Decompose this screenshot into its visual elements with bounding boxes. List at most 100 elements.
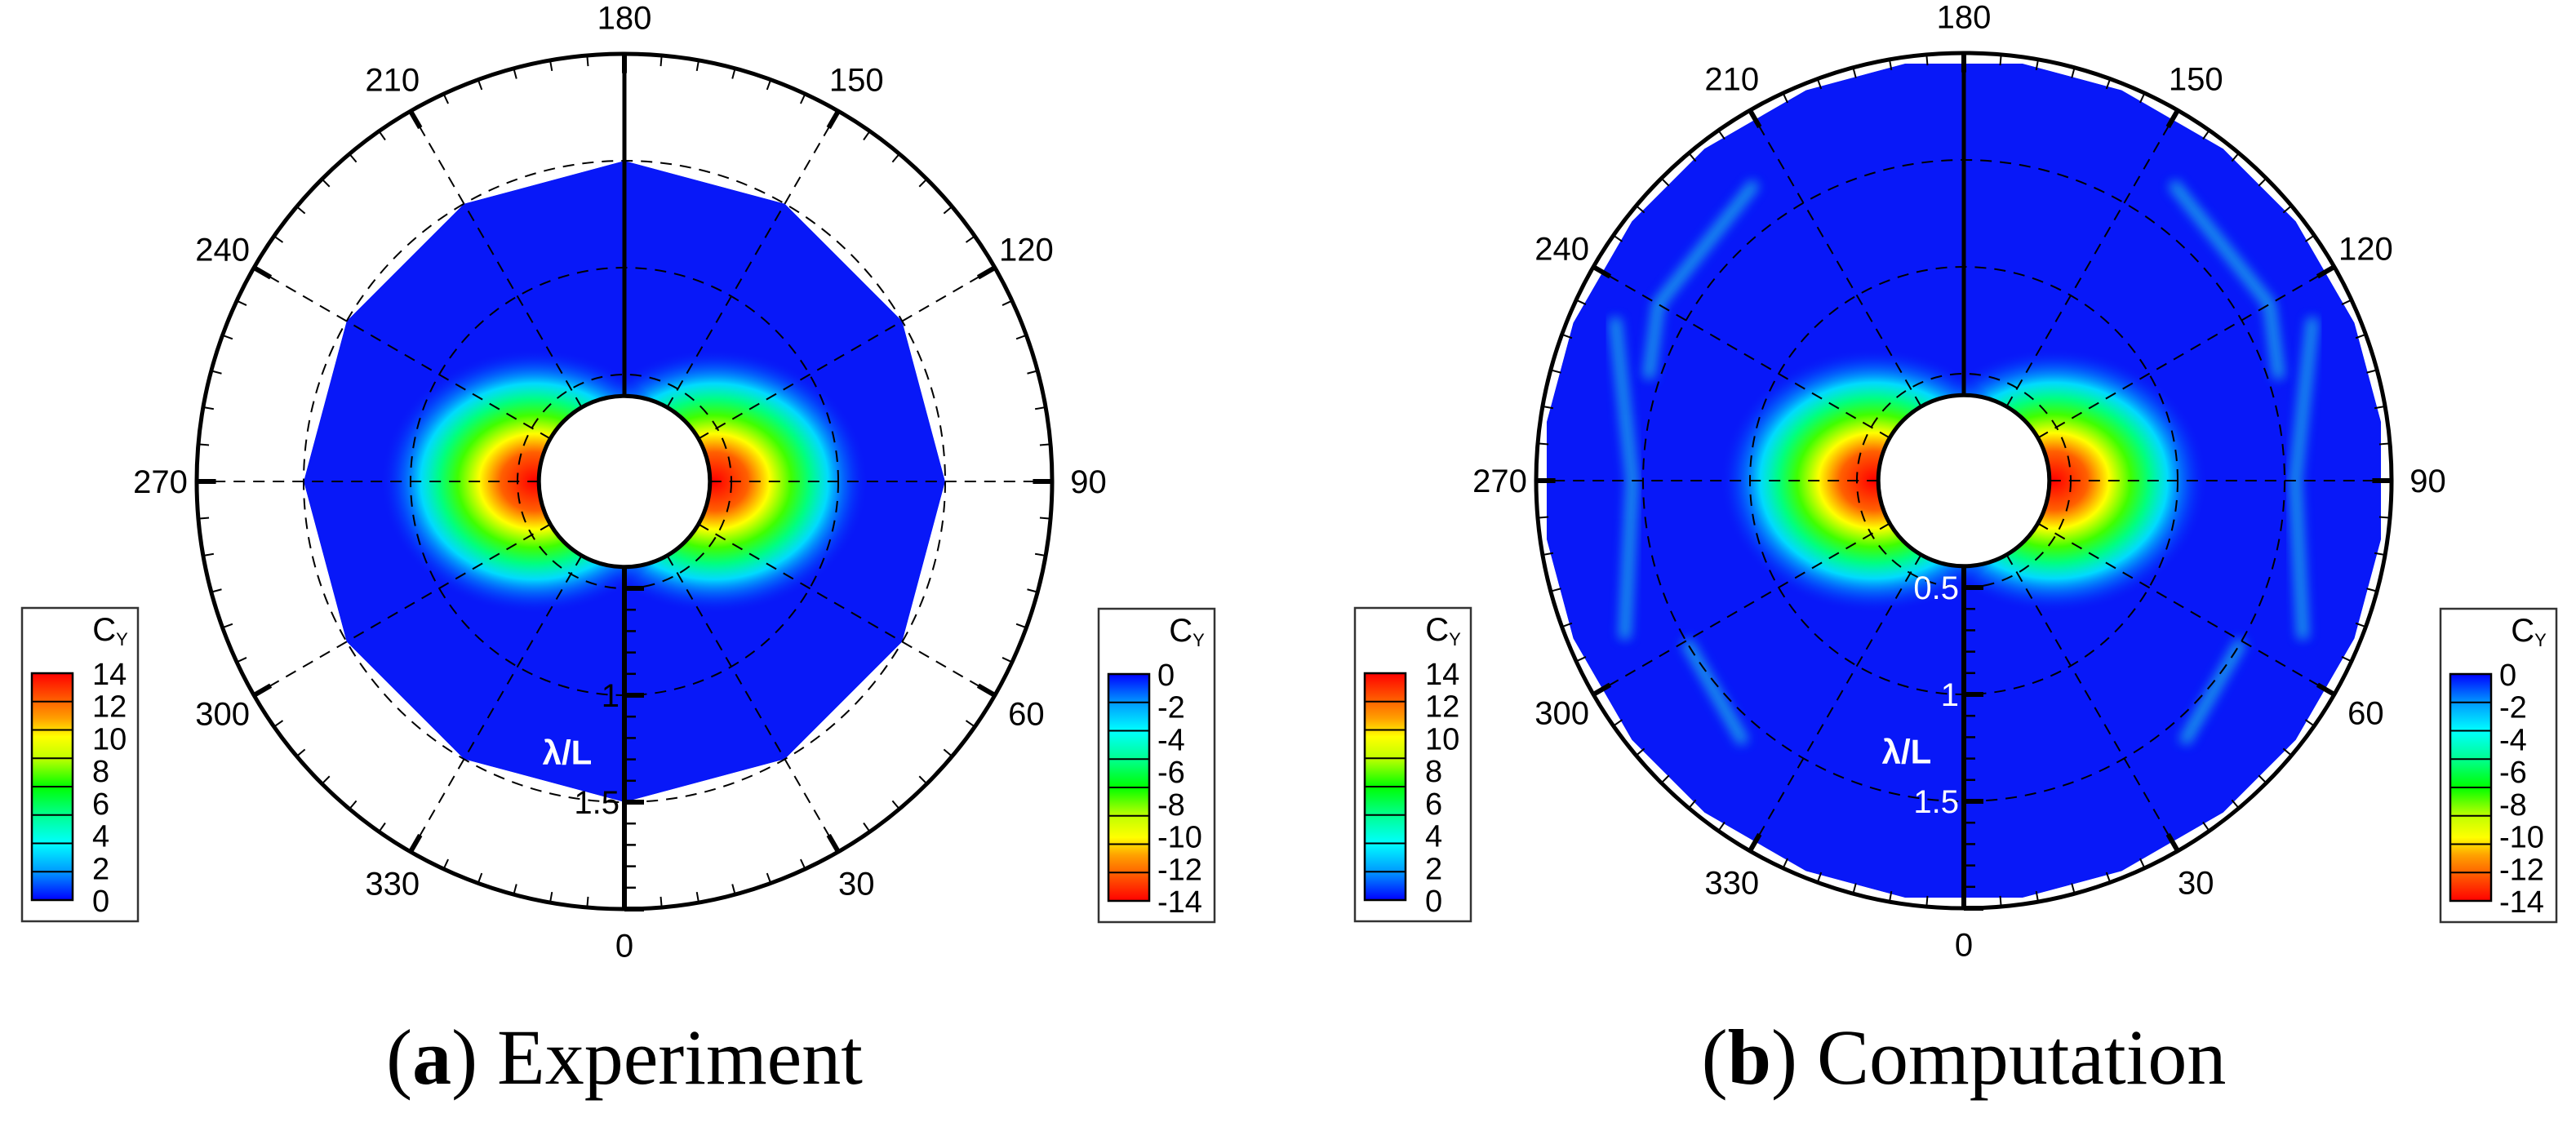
angle-label: 300	[1534, 695, 1589, 731]
legend-title-subscript: Y	[116, 629, 128, 650]
grid-spoke	[1592, 266, 1890, 439]
colorbar-tick-label: 8	[1425, 755, 1442, 789]
minor-angle-tick	[891, 800, 900, 810]
radial-tick-label: 1.5	[574, 785, 620, 821]
angle-label: 150	[829, 63, 884, 99]
radial-tick-label: 1	[1941, 677, 1959, 713]
major-angle-tick	[976, 265, 997, 280]
grid-spoke	[410, 110, 583, 408]
colorbar-legend: CY0-2-4-6-8-10-12-14	[2439, 607, 2558, 924]
panel-label: b	[1727, 1013, 1772, 1101]
minor-angle-tick	[1542, 552, 1554, 556]
minor-angle-tick	[2071, 883, 2076, 894]
grid-spoke	[410, 555, 583, 853]
colorbar-tick-label: -14	[2499, 885, 2544, 920]
angle-label: 120	[999, 233, 1054, 268]
legend-title-subscript: Y	[1449, 629, 1461, 650]
minor-angle-tick	[1002, 299, 1013, 306]
minor-angle-tick	[766, 79, 772, 91]
colorbar-tick-label: 12	[92, 690, 127, 725]
major-angle-tick	[1592, 682, 1612, 697]
grid-spoke	[253, 267, 551, 440]
grid-spoke	[1592, 522, 1890, 695]
legend-title: CY	[92, 612, 128, 650]
minor-angle-tick	[236, 657, 247, 663]
minor-angle-tick	[965, 720, 975, 728]
angle-label: 210	[365, 63, 420, 99]
angle-label: 180	[597, 0, 652, 36]
minor-angle-tick	[442, 858, 449, 870]
contour-streak	[2171, 182, 2281, 379]
grid-spoke	[698, 523, 996, 696]
angle-label: 60	[2347, 695, 2384, 731]
minor-angle-tick	[198, 443, 210, 446]
minor-angle-tick	[273, 235, 284, 243]
radial-tick-label: 0.5	[1913, 570, 1959, 606]
minor-angle-tick	[2341, 656, 2352, 663]
minor-angle-tick	[1575, 656, 1587, 663]
minor-angle-tick	[1575, 299, 1587, 305]
minor-angle-tick	[1660, 774, 1670, 784]
minor-angle-tick	[273, 720, 284, 728]
colorbar-tick-label: 2	[1425, 852, 1442, 886]
minor-angle-tick	[1635, 747, 1646, 756]
minor-angle-tick	[1034, 406, 1046, 410]
angle-label: 90	[2409, 463, 2446, 499]
major-angle-tick	[252, 265, 273, 280]
angle-label: 0	[1955, 928, 1973, 964]
colorbar-tick-label: -14	[1157, 885, 1202, 920]
colorbar-tick-label: -4	[1157, 723, 1185, 757]
panel-title: Computation	[1817, 1013, 2227, 1101]
minor-angle-tick	[1717, 130, 1725, 140]
minor-angle-tick	[586, 896, 589, 908]
colorbar-tick-label: 6	[1425, 787, 1442, 822]
minor-angle-tick	[2304, 719, 2315, 727]
minor-angle-tick	[660, 55, 663, 67]
minor-angle-tick	[1027, 588, 1038, 593]
minor-angle-tick	[2378, 442, 2391, 446]
minor-angle-tick	[1550, 588, 1561, 592]
colorbar-tick-label: 6	[92, 787, 109, 822]
colorbar-tick-label: -8	[1157, 788, 1185, 823]
minor-angle-tick	[1889, 890, 1893, 903]
angle-label: 330	[1704, 865, 1759, 901]
grid-spoke	[1749, 109, 1922, 407]
angle-label: 150	[2169, 62, 2223, 98]
colorbar-tick-label: 0	[92, 885, 109, 919]
minor-angle-tick	[378, 131, 386, 141]
colorbar-tick-label: -2	[1157, 691, 1185, 725]
minor-angle-tick	[695, 891, 700, 903]
minor-angle-tick	[800, 93, 806, 104]
colorbar-tick-label: 2	[92, 852, 109, 886]
minor-angle-tick	[1034, 552, 1046, 557]
colorbar-tick-label: -2	[2499, 691, 2527, 725]
colorbar-tick-label: -12	[2499, 853, 2544, 887]
minor-angle-tick	[1613, 234, 1623, 242]
minor-angle-tick	[863, 131, 871, 141]
angle-label: 330	[365, 866, 420, 902]
colorbar-tick-label: 8	[92, 755, 109, 789]
colorbar-tick-label: 0	[2499, 659, 2516, 693]
angle-label: 300	[195, 696, 250, 732]
major-angle-tick	[2165, 832, 2180, 853]
minor-angle-tick	[349, 800, 358, 810]
minor-angle-tick	[1561, 333, 1573, 339]
minor-angle-tick	[378, 822, 386, 832]
minor-angle-tick	[2139, 858, 2146, 869]
contour-streak	[1685, 640, 1745, 743]
minor-angle-tick	[321, 775, 331, 785]
minor-angle-tick	[2035, 890, 2039, 903]
colorbar-tick-label: 4	[92, 820, 109, 854]
grid-spoke	[2037, 522, 2335, 695]
colorbar-tick-label: -6	[1157, 756, 1185, 790]
legend-title: CY	[1425, 612, 1461, 650]
colorbar-tick-label: 0	[1157, 659, 1175, 693]
colorbar-tick-label: -12	[1157, 853, 1202, 887]
grid-spoke	[2037, 266, 2335, 439]
minor-angle-tick	[1561, 622, 1573, 628]
minor-angle-tick	[1688, 152, 1697, 162]
minor-angle-tick	[1688, 799, 1697, 809]
minor-angle-tick	[1613, 719, 1623, 727]
